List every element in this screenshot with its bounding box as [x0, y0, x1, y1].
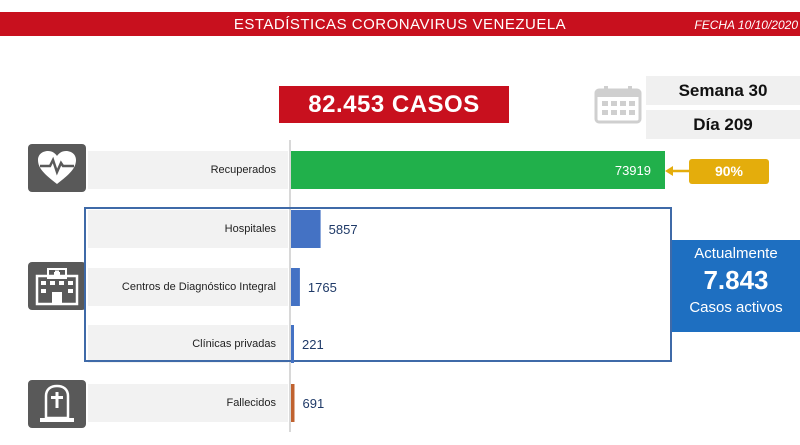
header-date: FECHA 10/10/2020	[694, 18, 798, 32]
row-label-clinicas: Clínicas privadas	[88, 325, 288, 363]
deceased-icon-box	[28, 380, 86, 428]
row-label-hospitales: Hospitales	[88, 210, 288, 248]
active-cases-line2: Casos activos	[689, 299, 783, 316]
row-label-cdi: Centros de Diagnóstico Integral	[88, 268, 288, 306]
recovered-percent-badge: 90%	[689, 159, 769, 184]
recovered-icon-box	[28, 144, 86, 192]
bar-value-label-2: 1765	[308, 280, 337, 295]
header-bar: ESTADÍSTICAS CORONAVIRUS VENEZUELA FECHA…	[0, 12, 800, 36]
row-label-fallecidos: Fallecidos	[88, 384, 288, 422]
bar-4	[291, 384, 295, 422]
active-cases-value: 7.843	[703, 265, 769, 295]
hospital-icon-box	[28, 262, 86, 310]
bar-value-label-1: 5857	[329, 222, 358, 237]
heart-pulse-icon	[38, 151, 76, 184]
bar-3	[291, 325, 294, 363]
chart-axis-line	[289, 140, 291, 432]
total-cases-box: 82.453 CASOS	[279, 86, 509, 123]
row-label-recuperados: Recuperados	[88, 151, 288, 189]
day-box: Día 209	[646, 110, 800, 139]
header-title: ESTADÍSTICAS CORONAVIRUS VENEZUELA	[233, 16, 567, 33]
tombstone-cross-icon	[40, 384, 74, 422]
bar-0	[291, 151, 665, 189]
active-cases-box: Actualmente 7.843 Casos activos	[672, 240, 800, 332]
active-cases-line1: Actualmente	[694, 245, 778, 262]
hospitalized-group-frame	[84, 207, 672, 362]
bar-1	[291, 210, 321, 248]
calendar-icon	[594, 86, 642, 124]
arrow-left-icon	[665, 166, 691, 176]
bar-value-label-4: 691	[302, 396, 324, 411]
bar-2	[291, 268, 300, 306]
bar-value-label-3: 221	[302, 337, 324, 352]
week-box: Semana 30	[646, 76, 800, 105]
bar-value-label-0: 73919	[615, 163, 651, 178]
hospital-building-icon	[35, 268, 79, 306]
